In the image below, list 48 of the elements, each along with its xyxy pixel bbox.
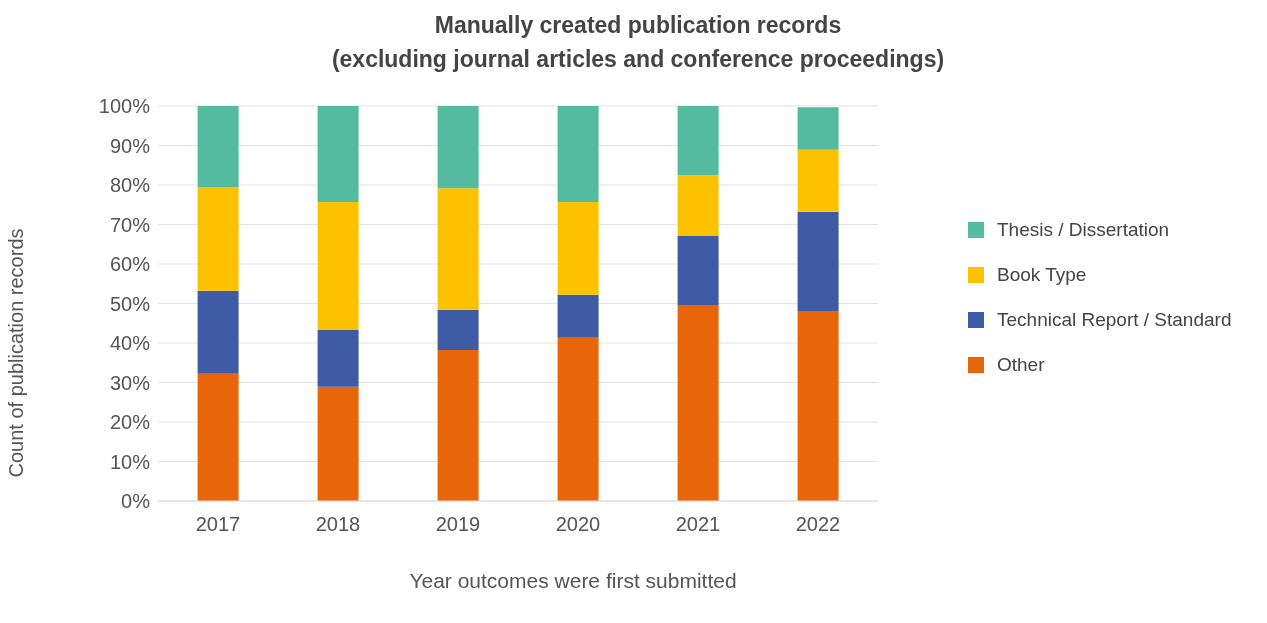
bar (797, 107, 839, 150)
x-tick-label: 2019 (435, 513, 481, 536)
x-tick-label: 2022 (795, 513, 841, 536)
bar (677, 106, 719, 176)
bar (557, 201, 599, 295)
bar (437, 350, 479, 501)
bar (797, 211, 839, 312)
x-tick-label: 2018 (315, 513, 361, 536)
x-tick-label: 2017 (195, 513, 241, 536)
bar (677, 235, 719, 306)
x-tick-label: 2020 (555, 513, 601, 536)
y-tick-label: 90% (109, 134, 151, 157)
y-tick-label: 100% (98, 95, 151, 118)
legend-label: Book Type (997, 263, 1087, 286)
bar (197, 186, 239, 291)
y-tick-label: 20% (109, 411, 151, 434)
bar (437, 309, 479, 351)
chart-title: Manually created publication records (excluding journal articles and conference proceedings) (330, 11, 946, 74)
bar (317, 386, 359, 501)
bar (797, 149, 839, 212)
y-tick-label: 60% (109, 253, 151, 276)
bar (317, 106, 359, 202)
bar (197, 373, 239, 501)
bar (437, 188, 479, 310)
bar (557, 294, 599, 338)
y-tick-label: 0% (121, 490, 151, 513)
bar (557, 106, 599, 202)
bar (677, 305, 719, 501)
bar (317, 201, 359, 330)
y-axis-title: Count of publication records (4, 228, 28, 478)
bar (677, 175, 719, 236)
bar (317, 329, 359, 387)
legend-label: Thesis / Dissertation (997, 218, 1170, 241)
legend-label: Technical Report / Standard (997, 308, 1232, 331)
bar (557, 337, 599, 501)
bar (797, 311, 839, 501)
bar (197, 106, 239, 187)
y-tick-label: 70% (109, 213, 151, 236)
x-axis-title: Year outcomes were first submitted (408, 569, 738, 593)
x-tick-label: 2021 (675, 513, 721, 536)
y-tick-label: 50% (109, 292, 151, 315)
bar (197, 290, 239, 374)
y-tick-label: 80% (109, 174, 151, 197)
y-tick-label: 40% (109, 332, 151, 355)
bar (437, 106, 479, 189)
legend-label: Other (997, 353, 1045, 376)
y-tick-label: 10% (109, 450, 151, 473)
y-tick-label: 30% (109, 371, 151, 394)
